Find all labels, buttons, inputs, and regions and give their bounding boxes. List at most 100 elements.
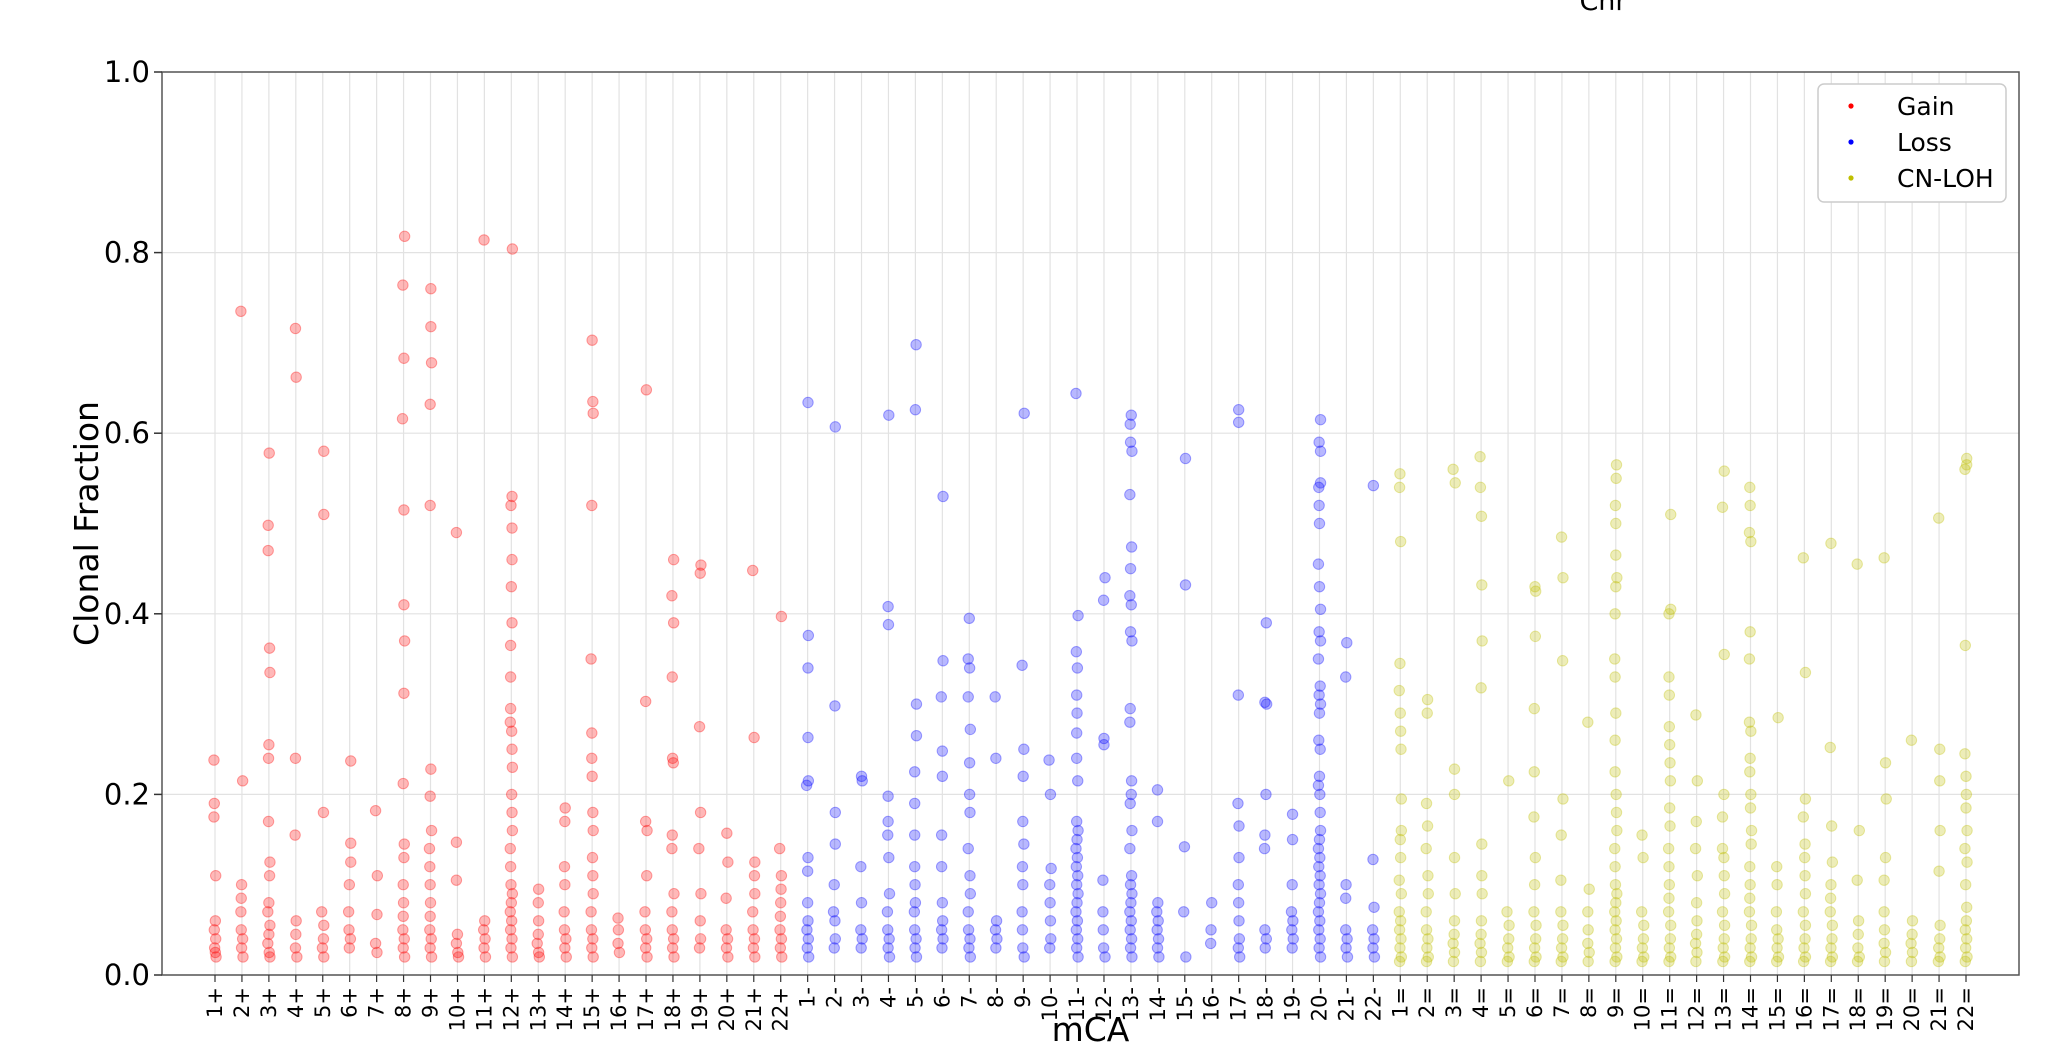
- data-point-loss: [1313, 707, 1326, 719]
- data-point-gain: [342, 906, 355, 918]
- data-point-loss: [1125, 409, 1137, 421]
- data-point-cn-loh: [1879, 757, 1892, 769]
- data-point-gain: [585, 924, 598, 936]
- x-tick-label: 11+: [472, 987, 496, 1031]
- data-point-loss: [1340, 942, 1352, 954]
- data-point-cn-loh: [1501, 906, 1513, 918]
- data-point-cn-loh: [1447, 463, 1459, 476]
- data-point-cn-loh: [1528, 702, 1540, 715]
- data-point-cn-loh: [1582, 906, 1594, 918]
- data-point-gain: [371, 946, 383, 959]
- data-point-cn-loh: [1448, 946, 1461, 959]
- data-point-gain: [424, 924, 436, 936]
- data-point-cn-loh: [1663, 802, 1676, 814]
- data-point-cn-loh: [1529, 581, 1541, 593]
- data-point-gain: [504, 639, 517, 652]
- data-point-cn-loh: [1717, 942, 1729, 954]
- data-point-loss: [1124, 436, 1137, 448]
- data-point-gain: [425, 933, 437, 945]
- data-point-cn-loh: [1824, 892, 1837, 904]
- data-point-loss: [1313, 517, 1326, 530]
- data-point-cn-loh: [1799, 869, 1811, 882]
- data-point-cn-loh: [1663, 955, 1675, 968]
- data-point-gain: [506, 761, 519, 774]
- data-point-gain: [586, 752, 598, 764]
- data-point-loss: [1097, 924, 1109, 936]
- data-point-cn-loh: [1395, 888, 1408, 900]
- data-point-gain: [694, 915, 706, 927]
- data-point-cn-loh: [1474, 955, 1487, 968]
- data-point-cn-loh: [1772, 711, 1784, 724]
- data-point-gain: [397, 924, 409, 936]
- data-point-loss: [1070, 906, 1082, 918]
- data-point-loss: [1017, 879, 1029, 891]
- data-point-cn-loh: [1394, 851, 1407, 864]
- data-point-loss: [1044, 942, 1056, 954]
- data-point-gain: [208, 754, 220, 766]
- data-point-loss: [910, 698, 923, 710]
- data-point-loss: [1071, 707, 1083, 719]
- data-point-loss: [1098, 739, 1110, 751]
- data-point-cn-loh: [1555, 874, 1567, 886]
- data-point-cn-loh: [1961, 459, 1973, 471]
- data-point-loss: [1232, 897, 1245, 909]
- data-point-cn-loh: [1663, 860, 1675, 873]
- data-point-loss: [882, 815, 894, 828]
- data-point-cn-loh: [1663, 671, 1675, 683]
- data-point-loss: [1312, 779, 1325, 792]
- data-point-loss: [1233, 915, 1245, 927]
- x-tick-label: 8+: [392, 987, 416, 1018]
- data-point-loss: [1340, 892, 1352, 904]
- data-point-loss: [1313, 499, 1325, 512]
- data-point-gain: [318, 951, 330, 963]
- data-point-cn-loh: [1609, 499, 1622, 512]
- data-point-gain: [533, 951, 546, 963]
- x-tick-label: 5=: [1496, 987, 1520, 1018]
- data-point-loss: [1016, 659, 1028, 671]
- data-point-loss: [829, 806, 841, 819]
- x-tick-label: 18-: [1254, 987, 1278, 1021]
- data-point-gain: [532, 928, 544, 941]
- data-point-loss: [935, 924, 948, 936]
- data-point-cn-loh: [1690, 709, 1702, 721]
- y-tick-label: 0.2: [104, 777, 150, 811]
- data-point-gain: [210, 951, 222, 963]
- data-point-loss: [802, 851, 814, 864]
- data-point-cn-loh: [1852, 915, 1865, 927]
- data-point-gain: [397, 879, 409, 891]
- data-point-loss: [1232, 879, 1245, 891]
- data-point-gain: [264, 951, 276, 963]
- data-point-cn-loh: [1476, 888, 1488, 900]
- data-point-cn-loh: [1476, 635, 1488, 647]
- data-point-loss: [1314, 806, 1326, 819]
- data-point-cn-loh: [1825, 879, 1837, 891]
- data-point-loss: [1312, 653, 1325, 665]
- data-point-cn-loh: [1609, 942, 1622, 954]
- data-point-loss: [1314, 915, 1326, 927]
- data-point-loss: [1072, 869, 1084, 882]
- data-point-loss: [1124, 590, 1136, 602]
- data-point-cn-loh: [1447, 955, 1460, 968]
- data-point-loss: [1153, 951, 1165, 963]
- data-point-gain: [506, 824, 519, 837]
- x-tick-label: 8-: [984, 987, 1008, 1008]
- data-point-cn-loh: [1799, 933, 1811, 945]
- data-point-loss: [1368, 901, 1380, 913]
- header-fragment: Chr: [1579, 0, 1627, 17]
- data-point-gain: [586, 334, 598, 346]
- data-point-loss: [829, 933, 841, 945]
- data-point-gain: [316, 942, 329, 954]
- data-point-cn-loh: [1664, 757, 1676, 769]
- data-point-cn-loh: [1449, 477, 1461, 489]
- data-point-cn-loh: [1663, 879, 1676, 891]
- data-point-gain: [749, 856, 761, 868]
- data-point-gain: [452, 946, 464, 959]
- data-point-cn-loh: [1475, 510, 1488, 522]
- data-point-loss: [1044, 788, 1057, 801]
- data-point-cn-loh: [1528, 955, 1540, 968]
- data-point-cn-loh: [1476, 869, 1488, 882]
- data-point-cn-loh: [1824, 741, 1836, 754]
- data-point-cn-loh: [1609, 653, 1621, 665]
- data-point-cn-loh: [1610, 806, 1623, 819]
- data-point-gain: [397, 942, 409, 954]
